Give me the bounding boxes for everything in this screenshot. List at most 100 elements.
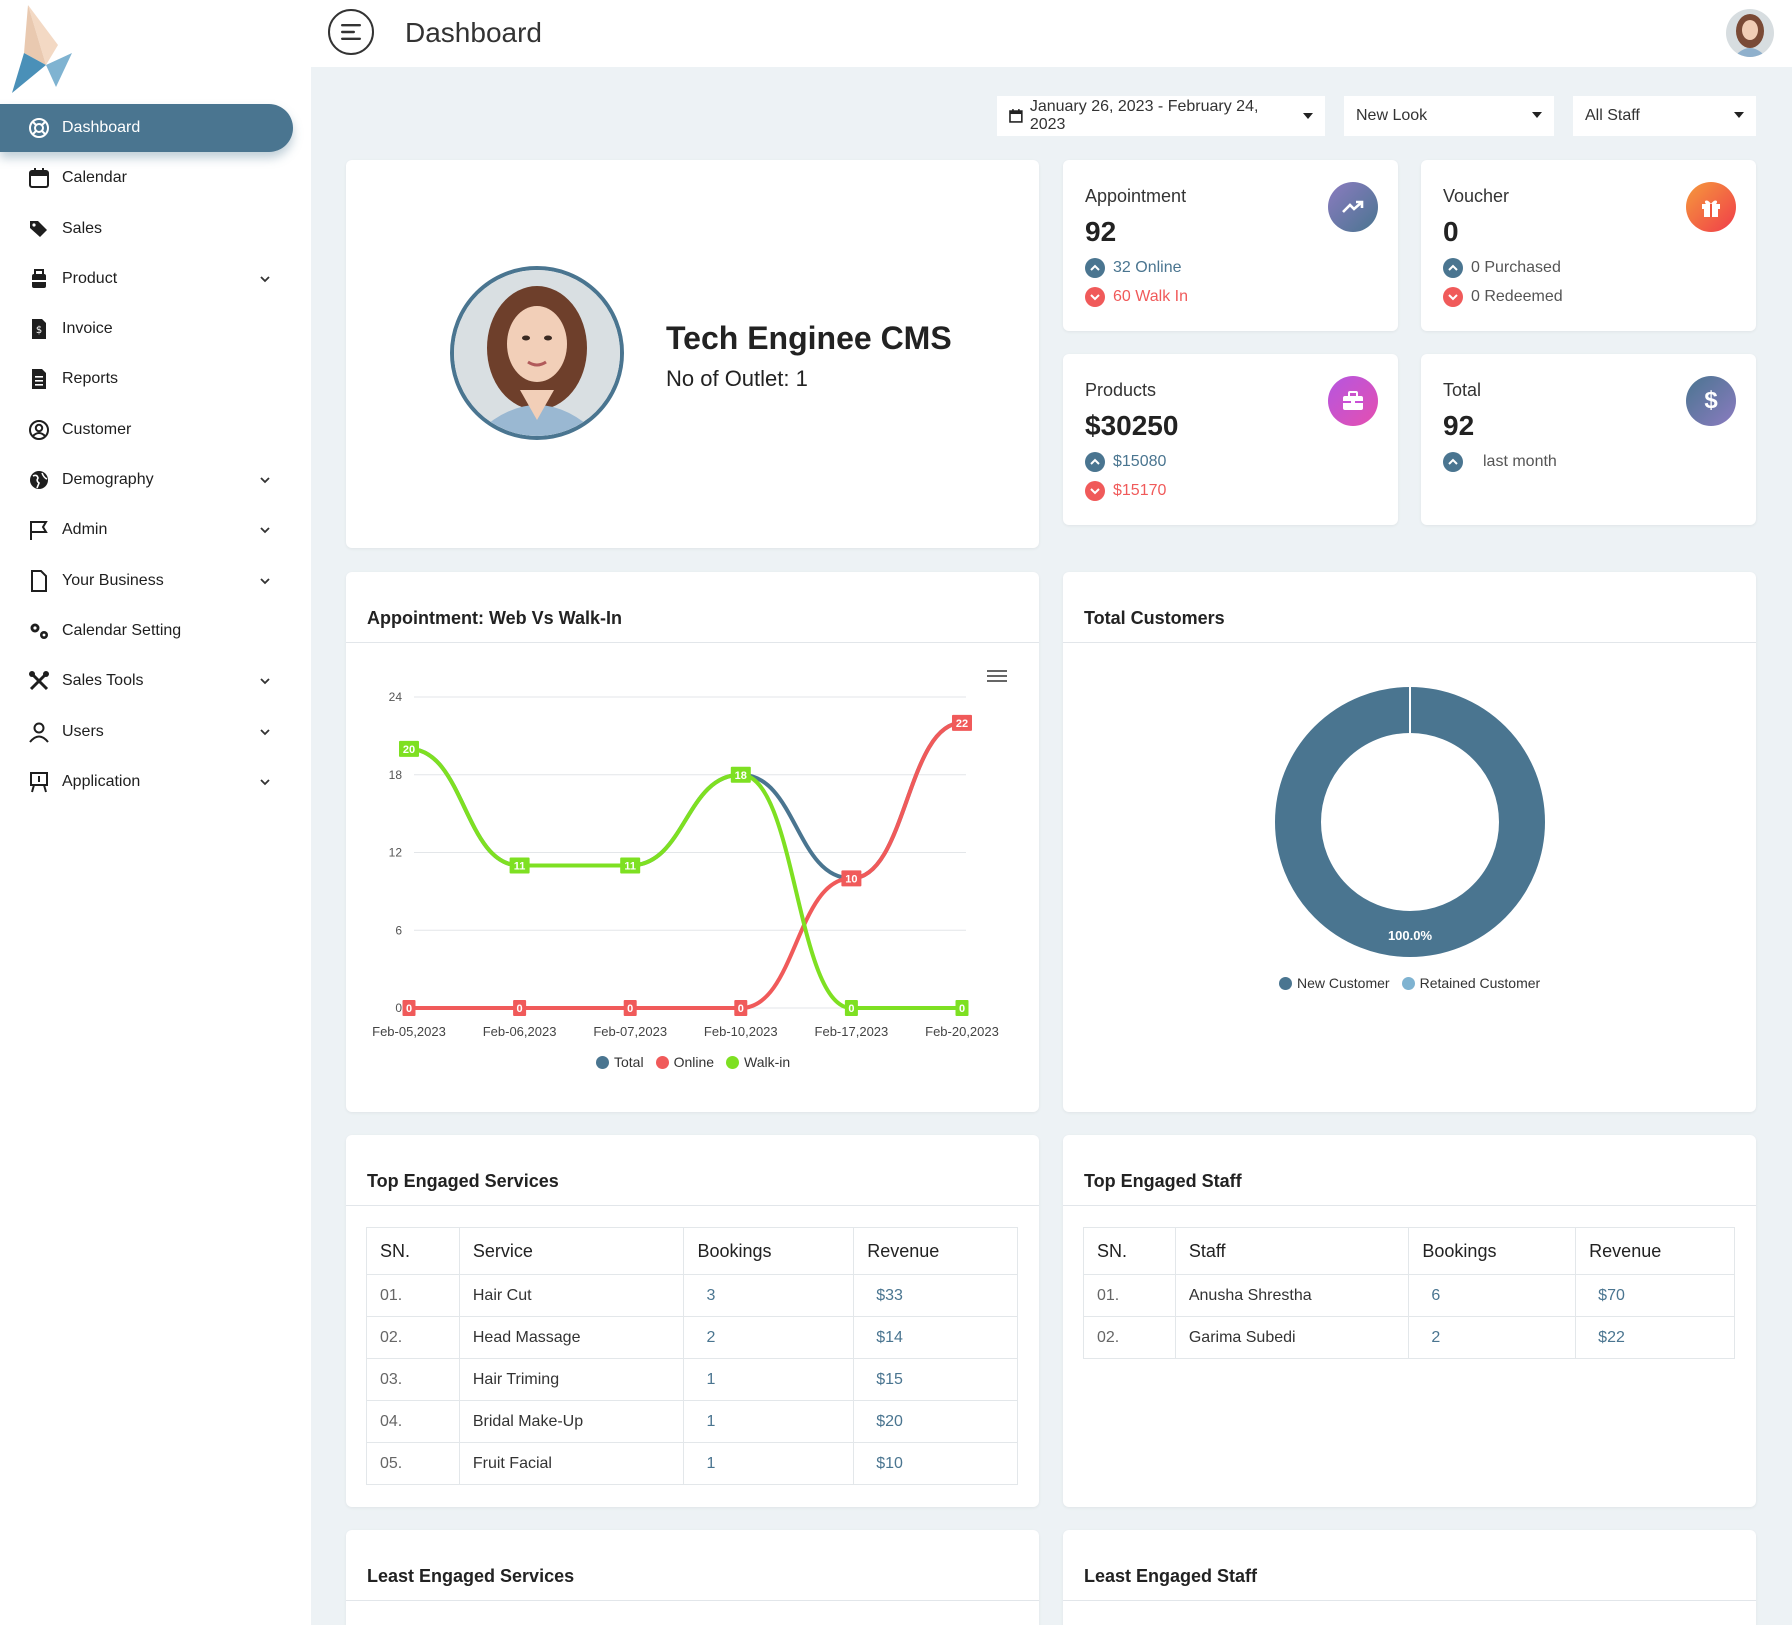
table-cell: $22 — [1575, 1316, 1735, 1359]
trending-up-icon — [1328, 182, 1378, 232]
sidebar-item-calendar-setting[interactable]: Calendar Setting — [0, 607, 311, 655]
outlet-select[interactable]: New Look — [1344, 96, 1554, 136]
card-title: Top Engaged Services — [367, 1171, 559, 1191]
stat-up-row: $15080 — [1085, 452, 1166, 472]
legend-item-total[interactable]: Total — [596, 1054, 644, 1070]
sidebar-item-invoice[interactable]: $ Invoice — [0, 305, 311, 353]
stat-up-row: 0 Purchased — [1443, 258, 1561, 278]
stat-down-row: $15170 — [1085, 481, 1166, 501]
column-header: Revenue — [853, 1227, 1018, 1275]
sidebar-item-label: Dashboard — [62, 119, 141, 136]
dashboard-icon — [28, 117, 50, 139]
donut-legend: New Customer Retained Customer — [1279, 975, 1552, 991]
table-cell: $15 — [853, 1358, 1018, 1401]
outlet-select-value: New Look — [1356, 107, 1428, 124]
table-cell: $10 — [853, 1442, 1018, 1485]
stat-up-text: $15080 — [1113, 453, 1167, 470]
card-title: Top Engaged Staff — [1084, 1171, 1242, 1191]
sidebar: Dashboard Calendar Sales Product $ Invoice Rep… — [0, 0, 311, 1625]
dollar-icon: $ — [1686, 376, 1736, 426]
sidebar-item-dashboard[interactable]: Dashboard — [0, 104, 293, 152]
legend-label: New Customer — [1297, 975, 1390, 991]
divider — [346, 642, 1039, 643]
sidebar-item-your-business[interactable]: Your Business — [0, 557, 311, 605]
chevron-up-icon — [1085, 258, 1105, 278]
legend-label: Retained Customer — [1419, 975, 1541, 991]
chevron-up-icon — [1085, 452, 1105, 472]
data-label-box — [841, 870, 862, 887]
data-label-box — [952, 714, 972, 731]
table-row: 02. Garima Subedi 2 $22 — [1083, 1316, 1735, 1359]
column-header: Service — [458, 1227, 685, 1275]
sidebar-item-application[interactable]: Application — [0, 758, 311, 806]
chevron-up-icon — [1443, 452, 1463, 472]
least-services-card: Least Engaged Services — [346, 1530, 1039, 1625]
table-cell: 1 — [683, 1442, 855, 1485]
divider — [1063, 1600, 1756, 1601]
profile-photo-icon — [454, 270, 620, 436]
stat-label: Products — [1085, 380, 1157, 400]
page-title: Dashboard — [405, 17, 542, 48]
app-logo — [12, 5, 72, 93]
legend-item-online[interactable]: Online — [655, 1054, 714, 1070]
table-row: 04. Bridal Make-Up 1 $20 — [366, 1400, 1018, 1443]
legend-dot — [1279, 976, 1292, 990]
legend-item-walkin[interactable]: Walk-in — [726, 1054, 790, 1070]
legend-item-new-customer[interactable]: New Customer — [1279, 975, 1390, 991]
legend-dot — [726, 1055, 740, 1069]
x-tick-label: Feb-17,2023 — [815, 1024, 889, 1039]
sidebar-item-demography[interactable]: Demography — [0, 456, 311, 504]
staff-select[interactable]: All Staff — [1573, 96, 1756, 136]
sidebar-item-calendar[interactable]: Calendar — [0, 154, 311, 202]
sidebar-item-users[interactable]: Users — [0, 708, 311, 756]
stat-value: $30250 — [1085, 410, 1179, 441]
user-icon — [28, 721, 50, 743]
sidebar-item-admin[interactable]: Admin — [0, 506, 311, 554]
flag-icon — [28, 519, 50, 541]
data-label-box — [509, 857, 530, 874]
sidebar-item-reports[interactable]: Reports — [0, 355, 311, 403]
sidebar-item-label: Calendar — [62, 169, 127, 187]
sidebar-item-customer[interactable]: Customer — [0, 406, 311, 454]
data-label: 0 — [959, 1003, 965, 1015]
legend-item-retained-customer[interactable]: Retained Customer — [1401, 975, 1541, 991]
chart-menu-button[interactable] — [987, 669, 1009, 687]
sidebar-item-sales[interactable]: Sales — [0, 205, 311, 253]
data-label: 0 — [738, 1003, 744, 1015]
sidebar-item-label: Demography — [62, 471, 154, 489]
column-header: Staff — [1174, 1227, 1410, 1275]
chevron-down-icon — [1532, 112, 1542, 118]
chevron-down-icon — [260, 527, 270, 534]
reports-icon — [28, 368, 50, 390]
table-cell: 1 — [683, 1400, 855, 1443]
data-label-box — [399, 740, 419, 757]
table-cell: 1 — [683, 1358, 855, 1401]
sidebar-item-sales-tools[interactable]: Sales Tools — [0, 657, 311, 705]
y-tick-label: 18 — [389, 768, 403, 782]
date-range-picker[interactable]: January 26, 2023 - February 24, 2023 — [997, 96, 1325, 136]
sidebar-nav: Dashboard Calendar Sales Product $ Invoice Rep… — [0, 104, 311, 808]
data-label-box — [402, 1000, 416, 1016]
application-icon — [28, 771, 50, 793]
table-cell: 02. — [1083, 1316, 1176, 1359]
tags-icon — [28, 218, 50, 240]
x-tick-label: Feb-10,2023 — [704, 1024, 778, 1039]
sidebar-item-product[interactable]: Product — [0, 255, 311, 303]
table-row: 02. Head Massage 2 $14 — [366, 1316, 1018, 1359]
chevron-down-icon — [260, 678, 270, 685]
stat-up-text: 32 Online — [1113, 259, 1182, 276]
sidebar-item-label: Product — [62, 269, 118, 287]
user-avatar[interactable] — [1726, 9, 1774, 57]
table-cell: Hair Cut — [458, 1274, 685, 1317]
data-label-box — [513, 1000, 527, 1016]
y-tick-label: 24 — [389, 690, 403, 704]
chevron-down-icon — [1443, 287, 1463, 307]
x-tick-label: Feb-07,2023 — [593, 1024, 667, 1039]
menu-toggle-button[interactable] — [328, 9, 374, 55]
sidebar-item-label: Customer — [62, 420, 132, 438]
sidebar-item-label: Users — [62, 722, 104, 740]
stat-down-text: $15170 — [1113, 482, 1167, 499]
donut-slice-new-customer[interactable] — [1275, 687, 1545, 957]
table-cell: Bridal Make-Up — [458, 1400, 685, 1443]
table-cell: 3 — [683, 1274, 855, 1317]
